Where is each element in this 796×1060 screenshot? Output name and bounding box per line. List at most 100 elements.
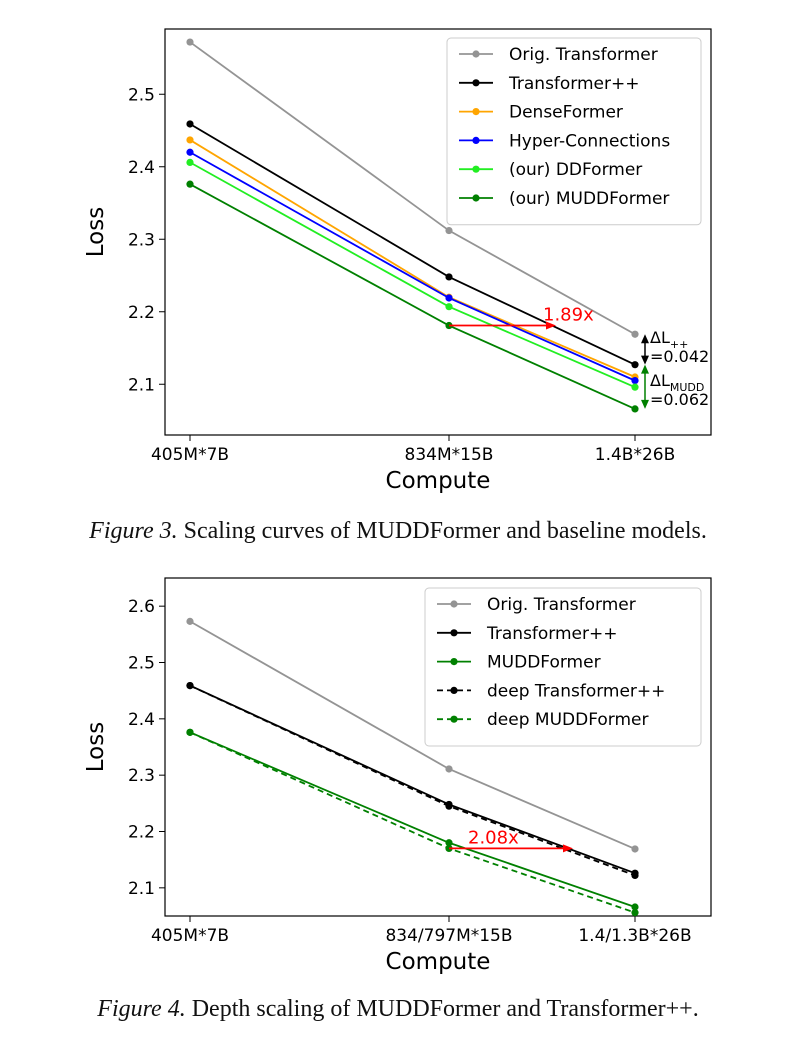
legend-entry: DenseFormer [509,103,623,123]
figure-4-caption-text: Depth scaling of MUDDFormer and Transfor… [191,996,699,1022]
series-muddformer [186,728,639,911]
data-point [445,802,453,810]
y-tick-label: 2.4 [128,710,155,730]
data-point [445,273,453,281]
y-tick-label: 2.2 [128,303,155,323]
data-point [186,728,194,736]
y-tick-label: 2.5 [128,85,155,105]
delta-plus-arrow-head [641,334,649,344]
y-tick-label: 2.4 [128,158,155,178]
legend-marker [450,629,458,637]
data-point [186,136,194,144]
data-point [445,294,453,302]
figure-4-label: Figure 4. [97,996,186,1022]
data-point [631,330,639,338]
data-point [445,303,453,311]
data-point [631,405,639,413]
data-point [631,845,639,853]
legend-entry: Hyper-Connections [509,131,670,151]
figure-4-chart: 2.1 2.2 2.3 2.4 2.5 2.6 405M*7B 834/797M*15B 1.4… [83,577,712,975]
y-tick-label: 2.1 [128,879,155,899]
data-point [186,158,194,166]
legend-box [424,587,702,747]
legend-entry: Orig. Transformer [509,45,658,65]
delta-plus-value: =0.042 [650,347,709,366]
figure-3-caption: Figure 3. Scaling curves of MUDDFormer a… [0,518,796,545]
series-orig-transformer [186,38,639,338]
legend-marker [450,686,458,695]
legend-entry: (our) MUDDFormer [509,189,669,209]
legend-entry: Transformer++ [508,74,640,94]
legend: Orig. Transformer Transformer++ MUDDFormer… [424,587,702,747]
delta-subscript: ++ [670,338,688,351]
legend-marker [450,658,458,666]
legend-entry: (our) DDFormer [509,160,642,180]
legend-marker [450,715,458,723]
figure-3-label: Figure 3. [89,518,178,544]
series-line [189,731,636,914]
y-tick-label: 2.1 [128,375,155,395]
legend-box [446,37,702,226]
data-point [445,765,453,773]
delta-mudd-arrow-head [641,399,649,409]
data-point [186,120,194,128]
delta-mudd-label: ΔLMUDD [650,371,704,394]
x-tick-label: 1.4/1.3B*26B [578,926,691,946]
x-tick-label: 834/797M*15B [385,926,512,946]
data-point [631,377,639,385]
legend-marker [450,600,458,608]
data-point [186,148,194,156]
data-point [631,909,639,917]
y-axis-label: Loss [83,207,109,257]
delta-plus-arrow-head [641,355,649,365]
figure-3-caption-text: Scaling curves of MUDDFormer and baselin… [183,518,707,544]
series-transformer [186,120,639,369]
x-axis-label: Compute [386,468,491,494]
y-tick-label: 2.3 [128,766,155,786]
legend-entry: deep MUDDFormer [487,710,648,730]
delta-symbol: ΔL [650,371,670,390]
figure-4-caption: Figure 4. Depth scaling of MUDDFormer an… [0,996,796,1023]
series-deep-transformer [186,681,639,880]
legend-entry: deep Transformer++ [487,681,665,701]
speedup-arrow-head [546,321,556,330]
y-tick-label: 2.5 [128,654,155,674]
series-our-ddformer [186,158,639,391]
x-tick-label: 405M*7B [151,445,229,465]
data-point [186,617,194,625]
speedup-arrow-head [563,844,573,853]
delta-symbol: ΔL [650,328,670,347]
data-point [186,681,194,690]
legend-entry: Transformer++ [486,624,618,644]
plot-frame [164,577,712,917]
legend-marker [472,79,480,87]
legend-marker [472,165,480,173]
data-point [631,903,639,911]
data-point [445,226,453,235]
delta-subscript: MUDD [670,381,704,394]
y-tick-label: 2.2 [128,823,155,843]
data-point [631,383,639,391]
data-point [631,361,639,369]
delta-mudd-value: =0.062 [650,390,709,409]
speedup-label: 2.08x [468,827,519,848]
delta-mudd-arrow-head [641,364,649,374]
y-tick-label: 2.3 [128,230,155,250]
legend-entry: MUDDFormer [487,653,601,673]
plot-frame [164,28,712,436]
x-tick-label: 405M*7B [151,926,229,946]
data-point [186,38,194,46]
data-point [445,839,453,847]
series-hyper-connections [186,148,639,385]
legend-marker [472,50,480,58]
series-orig-transformer [186,617,639,853]
y-tick-label: 2.6 [128,597,155,617]
data-point [631,871,639,880]
legend-marker [472,108,480,116]
series-deep-muddformer [186,728,639,917]
data-point [186,180,194,188]
legend: Orig. Transformer Transformer++ DenseForme… [446,37,702,226]
x-tick-label: 1.4B*26B [595,445,676,465]
figure-3-chart: 2.1 2.2 2.3 2.4 2.5 405M*7B 834M*15B 1.4B*26B Co… [83,28,712,494]
speedup-label: 1.89x [543,305,594,326]
